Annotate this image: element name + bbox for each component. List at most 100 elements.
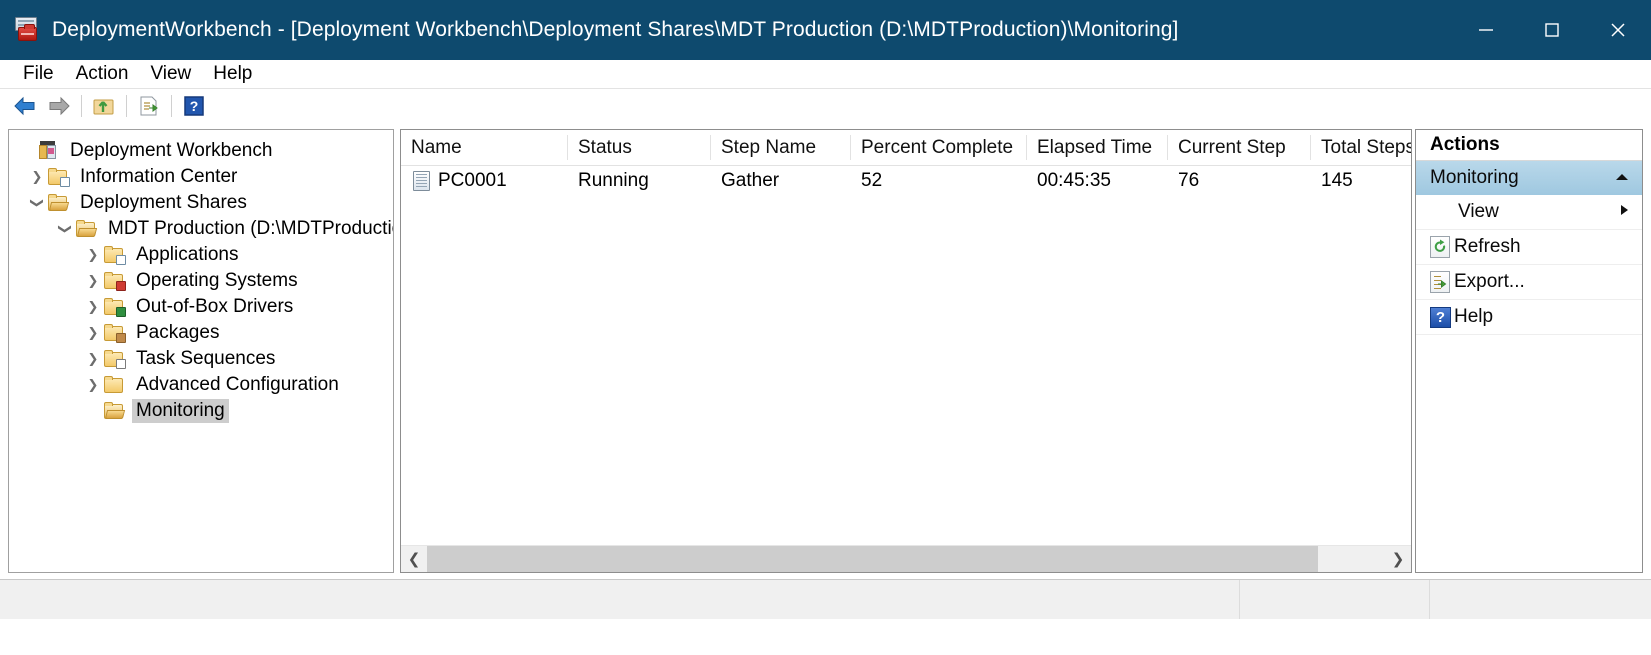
column-header-name[interactable]: Name [401, 130, 568, 165]
column-header-step-name[interactable]: Step Name [711, 130, 851, 165]
workbench-root-icon [37, 141, 59, 160]
cell-text: Running [578, 170, 649, 191]
folder-share-icon [75, 220, 97, 238]
list-rows: PC0001 Running Gather 52 00:45:35 76 145 [401, 166, 1411, 196]
tree-node-label: MDT Production (D:\MDTProduction) [108, 218, 394, 239]
chevron-left-icon[interactable]: ❮ [401, 546, 427, 572]
column-header-elapsed-time[interactable]: Elapsed Time [1027, 130, 1168, 165]
tree-node-mdt-production[interactable]: ❯ MDT Production (D:\MDTProduction) [9, 216, 393, 242]
minimize-icon[interactable] [1453, 0, 1519, 60]
tree-node-applications[interactable]: ❯ Applications [9, 242, 393, 268]
cell-name: PC0001 [401, 166, 568, 196]
tree-node-label: Out-of-Box Drivers [136, 296, 294, 317]
chevron-right-icon[interactable]: ❯ [31, 169, 43, 184]
cell-percent-complete: 52 [851, 166, 1027, 196]
toolbar-separator [81, 95, 82, 117]
cell-text: Gather [721, 170, 780, 191]
column-header-percent-complete[interactable]: Percent Complete [851, 130, 1027, 165]
toolbar-separator [126, 95, 127, 117]
folder-icon [103, 376, 125, 394]
cell-status: Running [568, 166, 711, 196]
cell-current-step: 76 [1168, 166, 1311, 196]
tree-node-label: Deployment Workbench [70, 140, 273, 161]
cell-step-name: Gather [711, 166, 851, 196]
chevron-down-icon[interactable]: ❯ [30, 197, 45, 209]
back-icon[interactable] [8, 91, 42, 121]
actions-group-monitoring[interactable]: Monitoring [1416, 161, 1642, 195]
maximize-icon[interactable] [1519, 0, 1585, 60]
tree-node-packages[interactable]: ❯ Packages [9, 320, 393, 346]
tree-node-information-center[interactable]: ❯ Information Center [9, 164, 393, 190]
menu-item-action[interactable]: Action [75, 63, 129, 84]
actions-group-label: Monitoring [1430, 167, 1519, 188]
action-item-label: Export... [1454, 271, 1525, 292]
tree-node-label: Information Center [80, 166, 238, 187]
chevron-right-icon[interactable]: ❯ [87, 325, 99, 340]
status-segment-three [1430, 580, 1651, 620]
menu-item-help[interactable]: Help [213, 63, 253, 84]
toolbar-separator [171, 95, 172, 117]
cell-text: 00:45:35 [1037, 170, 1111, 191]
chevron-right-icon[interactable] [1618, 201, 1630, 223]
action-item-label: Refresh [1454, 236, 1521, 257]
toolbar: ? [0, 88, 1651, 123]
export-list-icon[interactable] [132, 91, 166, 121]
close-icon[interactable] [1585, 0, 1651, 60]
tree-node-deployment-workbench[interactable]: Deployment Workbench [9, 138, 393, 164]
status-bar [0, 579, 1651, 620]
tree-node-out-of-box-drivers[interactable]: ❯ Out-of-Box Drivers [9, 294, 393, 320]
tree-node-label: Task Sequences [136, 348, 276, 369]
folder-drivers-icon [103, 298, 126, 317]
chevron-up-icon[interactable] [1614, 167, 1630, 189]
export-icon [1430, 271, 1454, 293]
scrollbar-track[interactable] [427, 546, 1385, 572]
column-header-label: Elapsed Time [1037, 136, 1153, 158]
action-item-view[interactable]: View [1416, 195, 1642, 230]
tree-node-monitoring[interactable]: Monitoring [9, 398, 393, 424]
folder-applications-icon [103, 246, 126, 265]
help-icon[interactable]: ? [177, 91, 211, 121]
cell-text: 145 [1321, 170, 1353, 191]
column-header-label: Name [411, 136, 462, 158]
help-icon: ? [1430, 306, 1454, 328]
chevron-right-icon[interactable]: ❯ [87, 351, 99, 366]
column-header-label: Status [578, 136, 632, 158]
chevron-down-icon[interactable]: ❯ [58, 223, 73, 235]
forward-icon[interactable] [42, 91, 76, 121]
up-folder-icon[interactable] [87, 91, 121, 121]
horizontal-scrollbar[interactable]: ❮ ❯ [401, 545, 1411, 572]
folder-info-icon [47, 168, 70, 187]
menu-item-view[interactable]: View [150, 63, 192, 84]
action-item-label: View [1458, 201, 1499, 222]
refresh-icon [1430, 236, 1454, 258]
chevron-right-icon[interactable]: ❯ [1385, 546, 1411, 572]
scrollbar-thumb[interactable] [427, 546, 1318, 572]
column-header-label: Step Name [721, 136, 817, 158]
tree-node-deployment-shares[interactable]: ❯ Deployment Shares [9, 190, 393, 216]
table-row[interactable]: PC0001 Running Gather 52 00:45:35 76 145 [401, 166, 1411, 196]
console-tree: Deployment Workbench ❯ Information Cente… [9, 130, 393, 424]
tree-node-advanced-configuration[interactable]: ❯ Advanced Configuration [9, 372, 393, 398]
folder-share-icon [47, 194, 69, 212]
status-segment-main [0, 580, 1240, 620]
cell-text: 76 [1178, 170, 1200, 191]
action-item-help[interactable]: ? Help [1416, 300, 1642, 335]
chevron-right-icon[interactable]: ❯ [87, 247, 99, 262]
column-header-label: Total Steps [1321, 136, 1412, 158]
column-header-current-step[interactable]: Current Step [1168, 130, 1311, 165]
title-bar: DeploymentWorkbench - [Deployment Workbe… [0, 0, 1651, 60]
tree-node-operating-systems[interactable]: ❯ Operating Systems [9, 268, 393, 294]
menu-item-file[interactable]: File [23, 63, 54, 84]
action-item-export[interactable]: Export... [1416, 265, 1642, 300]
tree-pane: Deployment Workbench ❯ Information Cente… [8, 129, 394, 573]
action-item-refresh[interactable]: Refresh [1416, 230, 1642, 265]
tree-node-label: Applications [136, 244, 239, 265]
tree-node-label: Monitoring [132, 399, 229, 423]
chevron-right-icon[interactable]: ❯ [87, 377, 99, 392]
chevron-right-icon[interactable]: ❯ [87, 273, 99, 288]
chevron-right-icon[interactable]: ❯ [87, 299, 99, 314]
tree-node-task-sequences[interactable]: ❯ Task Sequences [9, 346, 393, 372]
column-header-status[interactable]: Status [568, 130, 711, 165]
column-header-total-steps[interactable]: Total Steps [1311, 130, 1411, 165]
